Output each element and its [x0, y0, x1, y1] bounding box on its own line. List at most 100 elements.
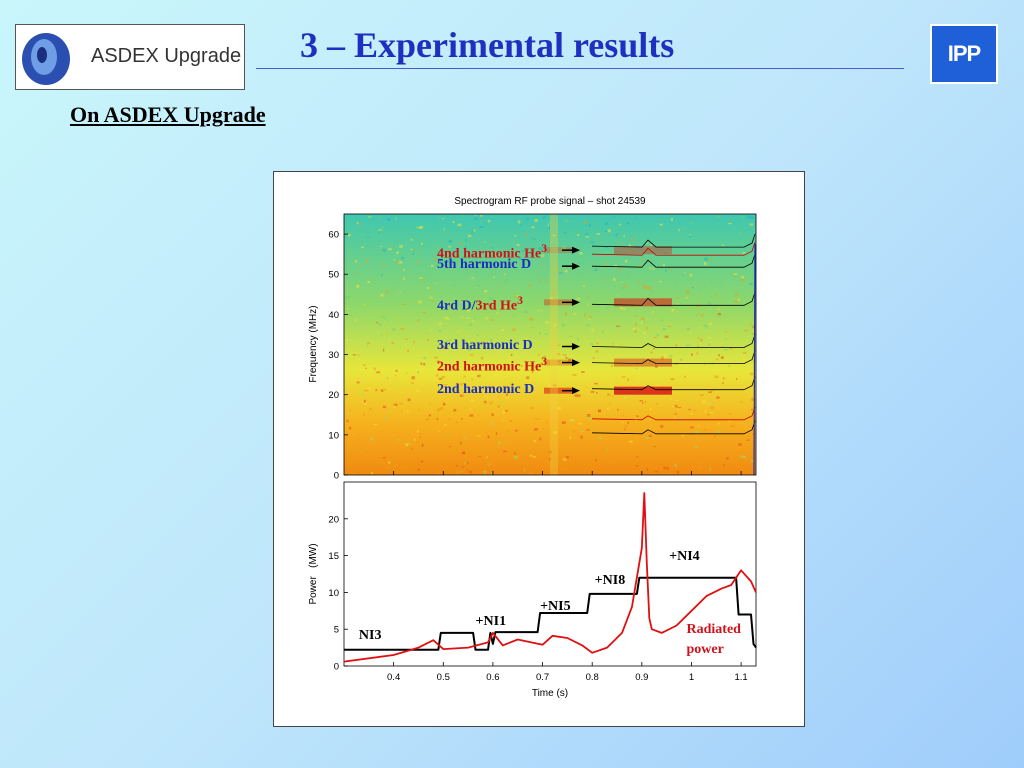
spectrogram-pixel — [689, 221, 693, 225]
spectrogram-pixel — [564, 312, 568, 316]
spectrogram-pixel — [641, 259, 646, 262]
spectrogram-pixel — [429, 403, 431, 406]
spectrogram-pixel — [425, 418, 430, 421]
spectrogram-pixel — [475, 453, 478, 455]
spectrogram-pixel — [656, 384, 659, 387]
spectrogram-pixel — [612, 394, 614, 397]
spectrogram-pixel — [563, 232, 567, 234]
spectrogram-pixel — [524, 468, 526, 472]
spectrogram-pixel — [430, 278, 433, 281]
spectrogram-pixel — [531, 388, 534, 392]
spectrogram-pixel — [395, 218, 397, 220]
spectrogram-pixel — [619, 306, 623, 310]
spectrogram-pixel — [431, 299, 434, 302]
spectrogram-pixel — [386, 290, 389, 294]
spectrogram-pixel — [508, 357, 511, 360]
spectrogram-pixel — [531, 215, 534, 217]
spectrogram-pixel — [744, 329, 748, 332]
spectrogram-pixel — [392, 263, 395, 265]
spectrogram-pixel — [690, 412, 693, 415]
spectrogram-pixel — [714, 436, 716, 438]
spectrogram-pixel — [448, 304, 451, 307]
spectrogram-pixel — [514, 235, 517, 237]
spectrogram-pixel — [635, 277, 637, 279]
spectrogram-pixel — [469, 470, 472, 474]
spectrogram-pixel — [388, 461, 391, 464]
spectrogram-pixel — [500, 237, 503, 239]
spectrogram-pixel — [356, 434, 360, 436]
spectrogram-pixel — [413, 340, 415, 344]
spectrogram-pixel — [416, 430, 419, 433]
spectrogram-pixel — [348, 233, 351, 237]
harmonic-label: 2nd harmonic D — [437, 382, 534, 398]
spectrogram-pixel — [694, 446, 698, 448]
spectrogram-pixel — [584, 415, 588, 417]
spectrogram-pixel — [553, 471, 557, 475]
spectrogram-pixel — [391, 287, 394, 290]
spectrogram-pixel — [556, 269, 559, 271]
spectrogram-pixel — [622, 414, 624, 417]
harmonic-trace — [591, 420, 756, 435]
spectrogram-pixel — [413, 438, 416, 441]
spectrogram-pixel — [431, 264, 434, 267]
spectrogram-pixel — [546, 302, 549, 306]
spectrogram-pixel — [561, 422, 564, 425]
spectrogram-pixel — [376, 371, 381, 374]
spectrogram-pixel — [347, 296, 352, 298]
spectrogram-pixel — [366, 342, 371, 345]
spectrogram-pixel — [539, 279, 541, 282]
spectrogram-pixel — [679, 416, 682, 420]
spectrogram-pixel — [480, 356, 484, 360]
spectrogram-pixel — [544, 333, 548, 335]
spectrogram-pixel — [534, 418, 538, 420]
spectrogram-pixel — [615, 344, 618, 347]
spectrogram-pixel — [553, 430, 558, 434]
spectrogram-pixel — [493, 374, 496, 376]
spectrogram-pixel — [457, 223, 462, 227]
spectrogram-pixel — [662, 328, 666, 331]
spectrogram-pixel — [431, 410, 433, 413]
spectrogram-pixel — [395, 369, 398, 372]
spectrogram-pixel — [392, 328, 396, 331]
spectrogram-pixel — [678, 228, 680, 232]
spectrogram-pixel — [659, 337, 661, 340]
spectrogram-pixel — [502, 411, 506, 414]
cutoff-trace — [753, 243, 756, 475]
spectrogram-pixel — [367, 281, 370, 284]
spectrogram-pixel — [421, 443, 424, 445]
spectrogram-pixel — [361, 392, 364, 396]
spectrogram-pixel — [540, 264, 542, 266]
spectrogram-pixel — [398, 261, 403, 264]
spectrogram-pixel — [549, 252, 553, 254]
spectrogram-pixel — [513, 315, 515, 318]
spectrogram-pixel — [547, 221, 551, 225]
spectrogram-pixel — [419, 225, 424, 229]
spectrogram-pixel — [670, 269, 673, 271]
spectrogram-pixel — [710, 303, 712, 305]
spectrogram-pixel — [531, 226, 535, 229]
spectrogram-pixel — [375, 389, 378, 392]
spectrogram-pixel — [521, 460, 526, 463]
spectrogram-pixel — [547, 224, 549, 227]
asdex-emblem-icon — [22, 33, 70, 85]
spectrogram-pixel — [436, 473, 440, 475]
spectrogram-pixel — [684, 375, 686, 378]
spectrogram-pixel — [495, 432, 498, 435]
spectrogram-pixel — [674, 404, 678, 408]
section-subtitle: On ASDEX Upgrade — [70, 102, 266, 127]
harmonic-label-text: 4rd D/ — [437, 298, 476, 314]
spectrogram-pixel — [365, 259, 369, 263]
hot-band — [544, 387, 572, 394]
spectrogram-pixel — [407, 410, 409, 413]
spectrogram-pixel — [703, 428, 707, 431]
spectrogram-pixel — [417, 263, 422, 267]
spectrogram-pixel — [736, 377, 738, 380]
spectrogram-pixel — [590, 241, 594, 244]
spectrogram-pixel — [723, 464, 725, 467]
harmonic-label-superscript: 3 — [517, 294, 523, 308]
spectrogram-pixel — [617, 453, 620, 457]
spectrogram-pixel — [358, 354, 360, 357]
spectrogram-pixel — [488, 463, 490, 466]
spectrogram-pixel — [443, 227, 445, 231]
spectrogram-pixel — [386, 332, 388, 335]
